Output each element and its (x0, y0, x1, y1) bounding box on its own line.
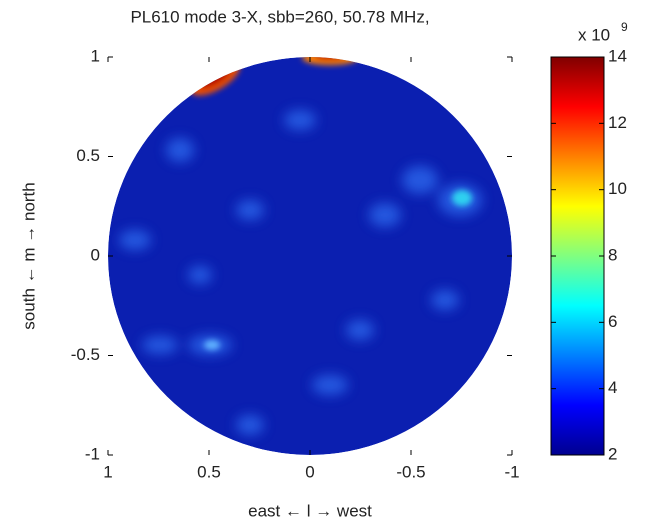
x-tick-label: 1 (103, 462, 112, 481)
x-tick-label: 0 (305, 462, 314, 481)
colorbar-tick-label: 4 (608, 378, 617, 397)
y-tick-label: 0.5 (76, 146, 100, 165)
colorbar-tick-label: 10 (608, 179, 627, 198)
colorbar-tick-label: 12 (608, 113, 627, 132)
colorbar (550, 56, 605, 456)
sky-map (108, 57, 512, 455)
y-tick-label: -1 (85, 444, 100, 463)
y-axis-label: south ← m → north (19, 182, 38, 329)
colorbar-tick-label: 2 (608, 444, 617, 463)
x-tick-label: 0.5 (197, 462, 221, 481)
colorbar-exponent: 9 (621, 20, 628, 34)
colorbar-tick-label: 6 (608, 312, 617, 331)
y-tick-label: 0 (91, 245, 100, 264)
y-tick-label: -0.5 (71, 345, 100, 364)
x-tick-label: -1 (504, 462, 519, 481)
y-tick-label: 1 (91, 46, 100, 65)
chart-title: PL610 mode 3-X, sbb=260, 50.78 MHz, (130, 7, 429, 26)
colorbar-tick-label: 8 (608, 245, 617, 264)
x-tick-label: -0.5 (396, 462, 425, 481)
colorbar-scale: x 10 (578, 25, 610, 44)
colorbar-tick-label: 14 (608, 46, 627, 65)
x-axis-label: east ← l → west (248, 501, 372, 520)
